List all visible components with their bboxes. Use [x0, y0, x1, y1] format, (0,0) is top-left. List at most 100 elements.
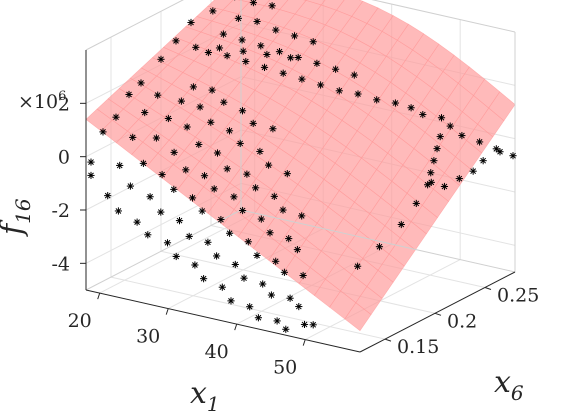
marker-stroke: [205, 49, 212, 56]
marker-stroke: [173, 38, 179, 44]
marker-stroke: [189, 195, 196, 201]
data-point: [266, 229, 274, 237]
marker-stroke: [434, 145, 440, 152]
marker-stroke: [100, 129, 106, 135]
marker-stroke: [239, 107, 246, 114]
grid-line-floor-x: [304, 259, 461, 341]
data-point: [231, 260, 239, 269]
marker-stroke: [294, 246, 301, 253]
axes-box: [85, 0, 516, 353]
marker-stroke: [254, 18, 260, 25]
data-point: [257, 215, 265, 223]
data-point: [249, 0, 257, 7]
marker-stroke: [437, 133, 444, 140]
data-point: [163, 239, 172, 247]
data-point: [210, 185, 218, 193]
data-point: [152, 134, 160, 142]
marker-stroke: [428, 179, 435, 186]
surface-patch: [237, 0, 252, 3]
marker-stroke: [301, 321, 308, 328]
marker-stroke: [237, 140, 244, 147]
data-point: [195, 140, 203, 149]
data-point: [391, 99, 399, 107]
marker-stroke: [226, 230, 233, 237]
data-point: [249, 119, 257, 127]
marker-stroke: [250, 120, 257, 127]
marker-stroke: [224, 52, 230, 59]
data-point: [183, 123, 191, 131]
data-point: [407, 104, 415, 112]
marker-stroke: [317, 82, 324, 88]
data-point: [170, 185, 178, 193]
data-point: [298, 212, 306, 220]
data-point: [218, 283, 226, 291]
data-point: [207, 118, 215, 126]
marker-stroke: [456, 175, 463, 182]
marker-stroke: [258, 216, 265, 222]
data-point: [172, 37, 180, 45]
data-point: [240, 274, 248, 282]
marker-stroke: [134, 219, 140, 226]
marker-stroke: [170, 186, 177, 193]
data-point: [175, 216, 184, 225]
data-point: [446, 122, 454, 130]
marker-stroke: [291, 33, 298, 39]
marker-stroke: [257, 42, 264, 49]
data-point: [139, 159, 147, 167]
marker-stroke: [271, 193, 278, 200]
data-point: [424, 181, 432, 189]
data-point: [230, 193, 238, 201]
data-point: [137, 79, 145, 87]
marker-stroke: [199, 208, 206, 214]
data-point: [226, 229, 234, 237]
marker-stroke: [310, 38, 317, 45]
marker-stroke: [242, 58, 249, 65]
y-tick-label: 0.15: [397, 336, 439, 358]
marker-stroke: [239, 37, 245, 43]
x-tick-mark: [97, 292, 101, 300]
marker-stroke: [431, 157, 437, 164]
marker-stroke: [116, 162, 123, 169]
marker-stroke: [252, 184, 259, 191]
data-point: [204, 48, 212, 57]
marker-stroke: [159, 171, 165, 178]
marker-stroke: [245, 238, 252, 245]
surface-layer: [85, 0, 516, 332]
data-point: [192, 43, 200, 51]
marker-stroke: [164, 239, 171, 246]
data-point: [133, 218, 141, 226]
data-point: [188, 194, 197, 202]
marker-stroke: [220, 31, 227, 37]
x-axis-label: x1: [190, 376, 220, 416]
axis-edge: [240, 209, 516, 273]
data-point: [223, 165, 231, 173]
marker-stroke: [188, 19, 194, 26]
marker-stroke: [284, 170, 291, 177]
marker-stroke: [197, 104, 203, 110]
z-tick-label: -2: [51, 200, 70, 222]
marker-stroke: [239, 207, 246, 214]
marker-stroke: [228, 297, 234, 304]
marker-stroke: [295, 54, 302, 61]
data-point: [125, 90, 133, 99]
data-point: [412, 199, 420, 208]
marker-stroke: [214, 150, 221, 156]
marker-stroke: [209, 87, 215, 93]
data-point: [182, 166, 190, 174]
data-point: [317, 81, 325, 89]
axis-edge: [85, 0, 184, 51]
data-point: [259, 280, 267, 288]
marker-stroke: [173, 253, 180, 260]
data-point: [157, 208, 165, 216]
data-point: [246, 303, 254, 311]
marker-layer: [87, 0, 517, 333]
data-point: [268, 2, 276, 10]
data-point: [208, 86, 216, 94]
marker-stroke: [224, 165, 231, 172]
data-point: [112, 113, 120, 121]
marker-stroke: [154, 92, 161, 99]
marker-stroke: [104, 192, 111, 199]
marker-stroke: [184, 124, 190, 130]
data-point: [279, 69, 287, 77]
marker-stroke: [480, 157, 487, 164]
